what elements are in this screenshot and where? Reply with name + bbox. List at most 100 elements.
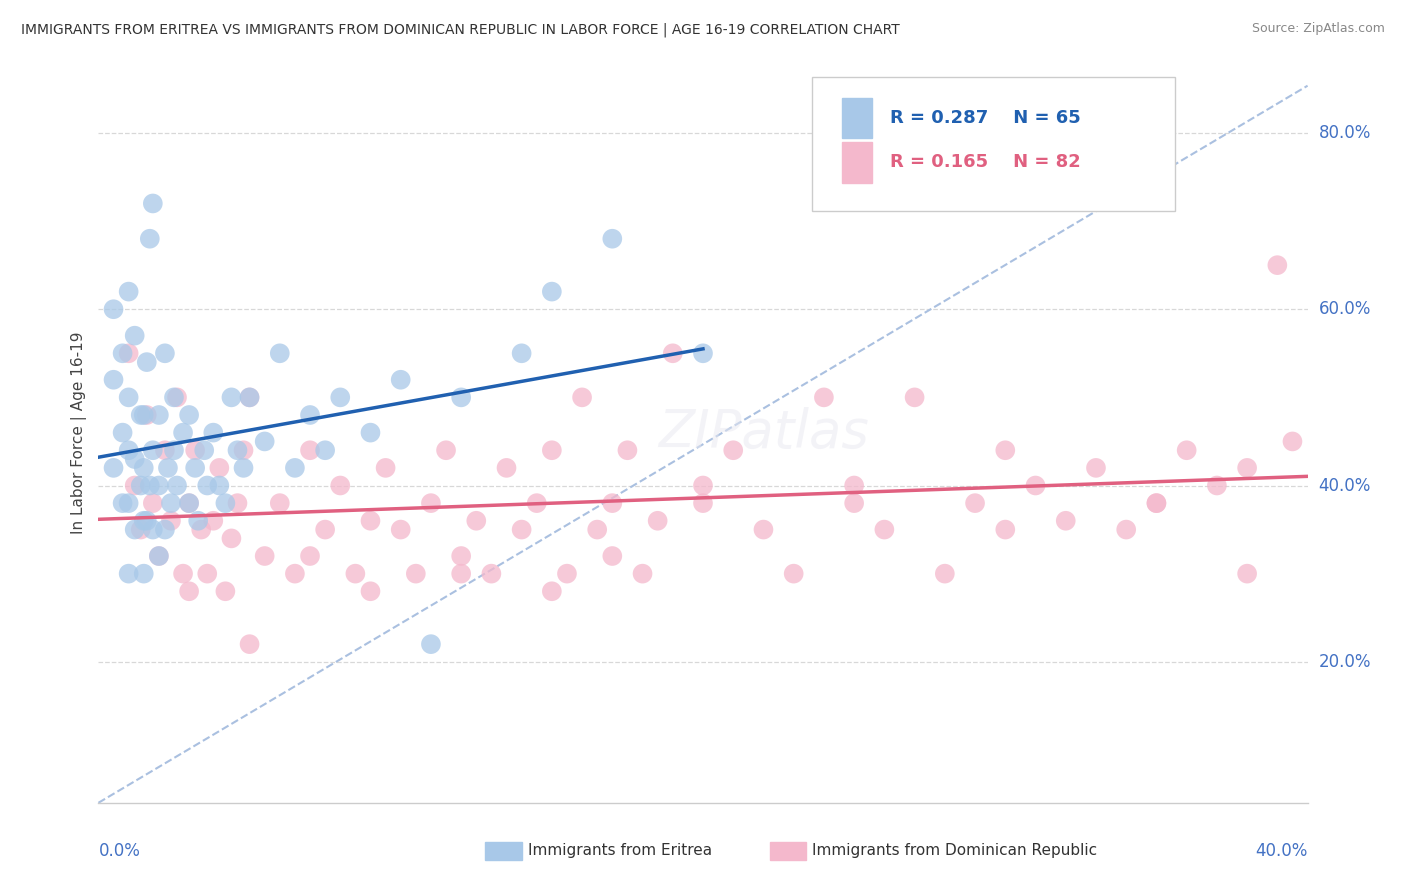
Point — [1281, 434, 1303, 449]
Text: IMMIGRANTS FROM ERITREA VS IMMIGRANTS FROM DOMINICAN REPUBLIC IN LABOR FORCE | A: IMMIGRANTS FROM ERITREA VS IMMIGRANTS FR… — [21, 22, 900, 37]
Point — [214, 496, 236, 510]
Point — [172, 566, 194, 581]
Text: Immigrants from Dominican Republic: Immigrants from Dominican Republic — [811, 844, 1097, 858]
Point — [226, 443, 249, 458]
Point — [420, 496, 443, 510]
Point — [813, 390, 835, 404]
Bar — [842, 142, 872, 183]
Point — [269, 496, 291, 510]
Point — [783, 566, 806, 581]
Point — [187, 514, 209, 528]
Point — [124, 523, 146, 537]
Point — [495, 461, 517, 475]
Point — [389, 523, 412, 537]
Point — [389, 373, 412, 387]
Point — [111, 425, 134, 440]
Point — [111, 346, 134, 360]
Point — [1024, 478, 1046, 492]
FancyBboxPatch shape — [811, 78, 1174, 211]
Point — [221, 390, 243, 404]
Point — [1267, 258, 1289, 272]
Point — [299, 408, 322, 422]
Point — [555, 566, 578, 581]
Point — [526, 496, 548, 510]
Point — [221, 532, 243, 546]
Point — [172, 425, 194, 440]
Point — [1236, 566, 1258, 581]
Point — [692, 346, 714, 360]
Text: 60.0%: 60.0% — [1319, 301, 1371, 318]
Point — [586, 523, 609, 537]
Point — [193, 443, 215, 458]
Point — [148, 408, 170, 422]
Point — [239, 637, 262, 651]
Point — [142, 196, 165, 211]
Text: R = 0.287    N = 65: R = 0.287 N = 65 — [890, 109, 1081, 127]
Point — [153, 523, 176, 537]
Point — [214, 584, 236, 599]
Point — [994, 443, 1017, 458]
Point — [179, 408, 201, 422]
Point — [1054, 514, 1077, 528]
Point — [602, 232, 624, 246]
Point — [994, 523, 1017, 537]
Point — [329, 390, 352, 404]
Point — [904, 390, 927, 404]
Point — [118, 566, 141, 581]
Point — [103, 302, 125, 317]
Point — [329, 478, 352, 492]
Point — [239, 390, 262, 404]
Text: 0.0%: 0.0% — [98, 842, 141, 860]
Point — [1144, 496, 1167, 510]
Point — [510, 523, 533, 537]
Point — [208, 478, 231, 492]
Point — [450, 549, 472, 563]
Point — [450, 566, 472, 581]
Point — [153, 346, 176, 360]
Y-axis label: In Labor Force | Age 16-19: In Labor Force | Age 16-19 — [72, 331, 87, 534]
Point — [139, 478, 162, 492]
Point — [360, 514, 382, 528]
Point — [129, 408, 152, 422]
Point — [510, 346, 533, 360]
Point — [253, 549, 276, 563]
Bar — [485, 842, 522, 860]
Point — [360, 425, 382, 440]
Point — [124, 328, 146, 343]
Point — [465, 514, 488, 528]
Point — [129, 478, 152, 492]
Point — [481, 566, 503, 581]
Point — [195, 566, 218, 581]
Point — [284, 461, 307, 475]
Point — [166, 478, 188, 492]
Point — [723, 443, 745, 458]
Point — [184, 461, 207, 475]
Point — [142, 523, 165, 537]
Point — [1115, 523, 1137, 537]
Text: 40.0%: 40.0% — [1256, 842, 1308, 860]
Point — [1085, 461, 1108, 475]
Point — [148, 478, 170, 492]
Point — [142, 443, 165, 458]
Point — [135, 355, 157, 369]
Point — [360, 584, 382, 599]
Text: R = 0.165    N = 82: R = 0.165 N = 82 — [890, 153, 1081, 171]
Point — [179, 584, 201, 599]
Point — [450, 390, 472, 404]
Point — [844, 478, 866, 492]
Bar — [769, 842, 806, 860]
Point — [124, 478, 146, 492]
Point — [405, 566, 427, 581]
Point — [118, 390, 141, 404]
Point — [232, 443, 254, 458]
Point — [1144, 496, 1167, 510]
Point — [602, 549, 624, 563]
Point — [1236, 461, 1258, 475]
Point — [103, 461, 125, 475]
Text: ZIPatlas: ZIPatlas — [658, 407, 869, 458]
Point — [420, 637, 443, 651]
Point — [132, 461, 155, 475]
Point — [202, 425, 225, 440]
Point — [118, 443, 141, 458]
Point — [314, 523, 336, 537]
